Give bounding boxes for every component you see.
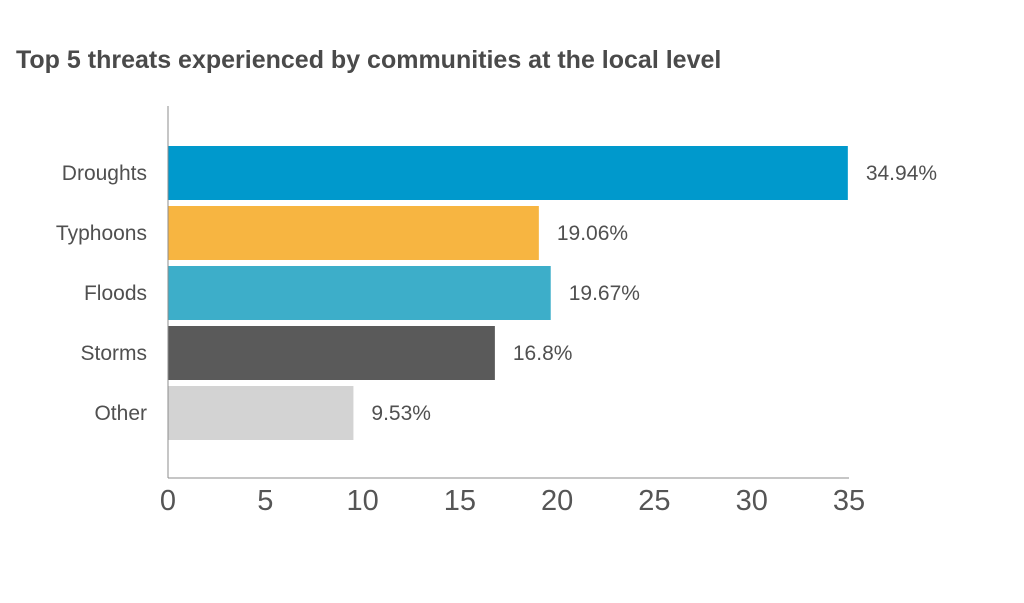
x-tick-label-10: 10 — [346, 485, 378, 517]
x-tick-label-15: 15 — [444, 485, 476, 517]
category-label-storms: Storms — [80, 342, 147, 365]
category-label-typhoons: Typhoons — [56, 222, 147, 245]
x-tick-label-25: 25 — [638, 485, 670, 517]
x-tick-label-0: 0 — [160, 485, 176, 517]
chart-title: Top 5 threats experienced by communities… — [16, 46, 722, 74]
bars-layer: Droughts 34.94% Typhoons 19.06% Floods 19.67%… — [56, 146, 937, 440]
x-tick-label-30: 30 — [736, 485, 768, 517]
x-tick-label-5: 5 — [257, 485, 273, 517]
bar-other — [168, 386, 354, 440]
value-label-storms: 16.8% — [513, 342, 573, 365]
bar-typhoons — [168, 206, 539, 260]
category-label-other: Other — [94, 402, 147, 425]
value-label-floods: 19.67% — [569, 282, 640, 305]
value-label-droughts: 34.94% — [866, 162, 937, 185]
x-axis: 0 5 10 15 20 25 30 35 — [160, 106, 865, 517]
value-label-other: 9.53% — [371, 402, 431, 425]
category-label-floods: Floods — [84, 282, 147, 305]
category-label-droughts: Droughts — [62, 162, 147, 185]
value-label-typhoons: 19.06% — [557, 222, 628, 245]
x-tick-label-20: 20 — [541, 485, 573, 517]
bar-droughts — [168, 146, 848, 200]
x-tick-label-35: 35 — [833, 485, 865, 517]
bar-floods — [168, 266, 551, 320]
bar-storms — [168, 326, 495, 380]
